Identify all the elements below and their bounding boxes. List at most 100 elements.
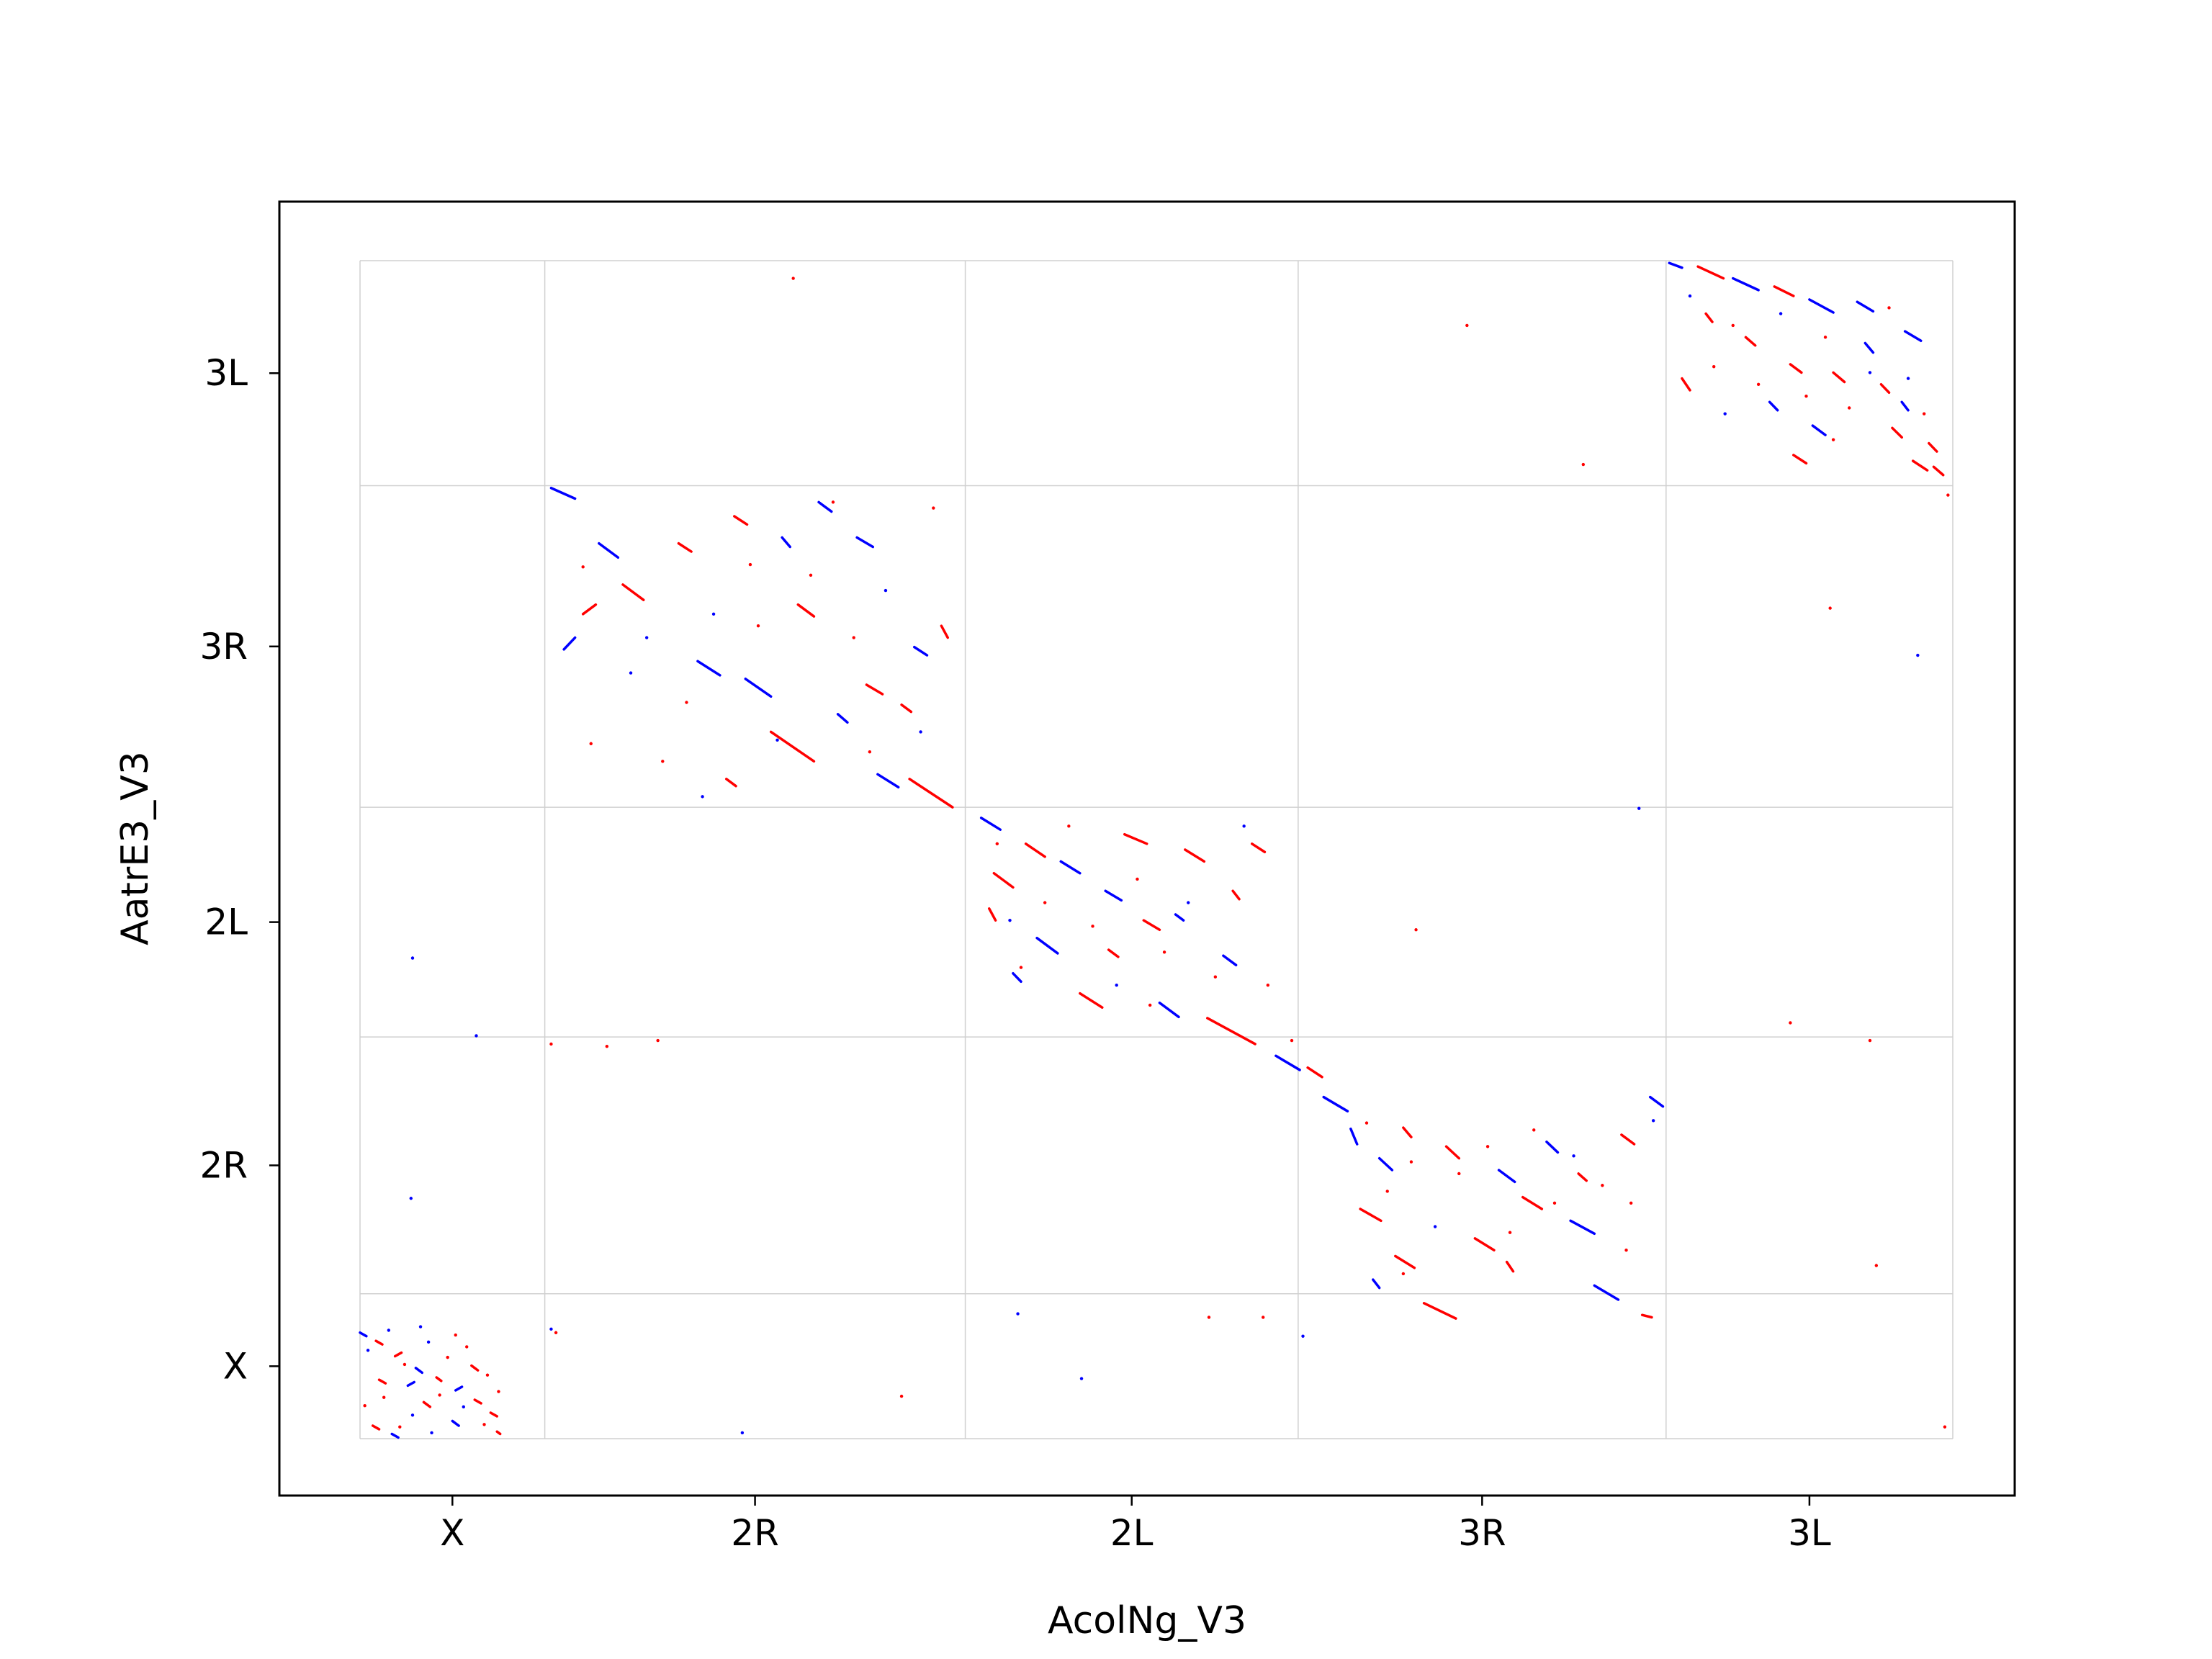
x-tick-label: 2L <box>1110 1512 1154 1554</box>
alignment-segment <box>435 1376 443 1382</box>
alignment-dot <box>1433 1225 1437 1228</box>
alignment-segment <box>1142 919 1161 931</box>
alignment-dot <box>1091 925 1094 928</box>
alignment-dot <box>1804 394 1808 398</box>
alignment-segment <box>1928 441 1938 453</box>
alignment-segment <box>1372 1278 1381 1290</box>
alignment-segment <box>422 1401 432 1408</box>
alignment-dot <box>1828 606 1832 610</box>
alignment-dot <box>1823 336 1827 339</box>
alignment-segment <box>377 1378 387 1385</box>
alignment-dot <box>1581 462 1586 467</box>
alignment-segment <box>1648 1095 1665 1108</box>
alignment-segment <box>406 1380 415 1388</box>
alignment-segment <box>1123 832 1148 845</box>
alignment-segment <box>371 1424 381 1431</box>
alignment-segment <box>1444 1145 1461 1160</box>
alignment-dot <box>1723 412 1727 415</box>
plot-frame <box>278 200 2016 1497</box>
x-tick-label: 3R <box>1458 1512 1506 1554</box>
alignment-segment <box>1322 1095 1349 1112</box>
alignment-dot <box>482 1423 486 1426</box>
alignment-dot <box>1213 975 1218 979</box>
alignment-segment <box>390 1432 400 1439</box>
alignment-segment <box>581 603 598 616</box>
alignment-segment <box>908 778 954 809</box>
alignment-segment <box>1620 1133 1636 1146</box>
alignment-segment <box>1206 1017 1256 1046</box>
alignment-dot <box>387 1328 391 1332</box>
alignment-dot <box>775 738 779 742</box>
alignment-segment <box>374 1339 384 1346</box>
alignment-dot <box>1079 1377 1084 1380</box>
alignment-dot <box>1301 1334 1305 1338</box>
alignment-dot <box>1868 1038 1872 1043</box>
alignment-dot <box>1290 1038 1294 1043</box>
alignment-segment <box>1903 330 1923 342</box>
alignment-dot <box>756 624 760 628</box>
alignment-dot <box>549 1042 553 1046</box>
alignment-dot <box>398 1425 402 1429</box>
alignment-dot <box>868 750 872 754</box>
alignment-segment <box>562 636 577 651</box>
alignment-segment <box>1521 1195 1544 1210</box>
x-axis-label: AcolNg_V3 <box>1048 1599 1246 1642</box>
alignment-dot <box>1868 371 1872 374</box>
alignment-segment <box>1545 1140 1560 1154</box>
alignment-dot <box>485 1373 490 1377</box>
alignment-segment <box>1900 400 1910 412</box>
alignment-dot <box>430 1431 433 1435</box>
alignment-segment <box>836 713 849 724</box>
alignment-dot <box>1601 1184 1604 1187</box>
alignment-segment <box>1402 1126 1413 1138</box>
alignment-segment <box>414 1367 424 1375</box>
alignment-dot <box>1008 918 1012 922</box>
alignment-segment <box>1593 1284 1620 1301</box>
alignment-dot <box>1162 950 1166 954</box>
alignment-dot <box>791 276 795 280</box>
alignment-dot <box>1624 1249 1628 1252</box>
alignment-dot <box>748 562 752 567</box>
alignment-dot <box>884 588 888 593</box>
alignment-dot <box>711 612 716 616</box>
alignment-dot <box>661 760 665 763</box>
alignment-segment <box>1773 285 1795 297</box>
alignment-segment <box>1231 889 1241 901</box>
alignment-segment <box>677 541 693 553</box>
y-axis-label: AatrE3_V3 <box>114 751 157 945</box>
alignment-segment <box>1863 341 1875 354</box>
y-tick-label: 3R <box>199 626 248 667</box>
alignment-segment <box>865 683 884 696</box>
alignment-segment <box>900 703 913 714</box>
alignment-dot <box>1651 1119 1655 1123</box>
alignment-dot <box>554 1331 558 1334</box>
alignment-dot <box>1629 1201 1633 1205</box>
alignment-dot <box>409 1197 413 1200</box>
y-tick-label: 2L <box>204 902 248 943</box>
alignment-segment <box>1394 1254 1416 1269</box>
x-axis-ticks: X 2R 2L 3R 3L <box>440 1496 1831 1554</box>
alignment-dot <box>363 1403 367 1408</box>
alignment-segment <box>725 778 737 788</box>
alignment-segment <box>1359 1208 1382 1223</box>
alignment-segment <box>1704 312 1714 323</box>
alignment-dot <box>1401 1272 1406 1276</box>
alignment-dot <box>418 1325 423 1328</box>
alignment-dot <box>1887 306 1891 310</box>
alignment-segment <box>696 660 721 677</box>
x-tick-label: 2R <box>731 1512 779 1554</box>
alignment-segment <box>1012 972 1022 983</box>
alignment-segment <box>1856 300 1875 313</box>
alignment-dot <box>549 1327 553 1331</box>
y-tick-label: 2R <box>199 1144 248 1186</box>
alignment-dot <box>366 1349 370 1352</box>
alignment-segment <box>1505 1260 1515 1273</box>
alignment-dot <box>1731 323 1735 328</box>
alignment-dot <box>656 1038 660 1043</box>
alignment-dot <box>644 636 649 639</box>
alignment-dot <box>438 1393 441 1397</box>
alignment-segment <box>913 645 929 657</box>
alignment-dot <box>1148 1003 1152 1007</box>
